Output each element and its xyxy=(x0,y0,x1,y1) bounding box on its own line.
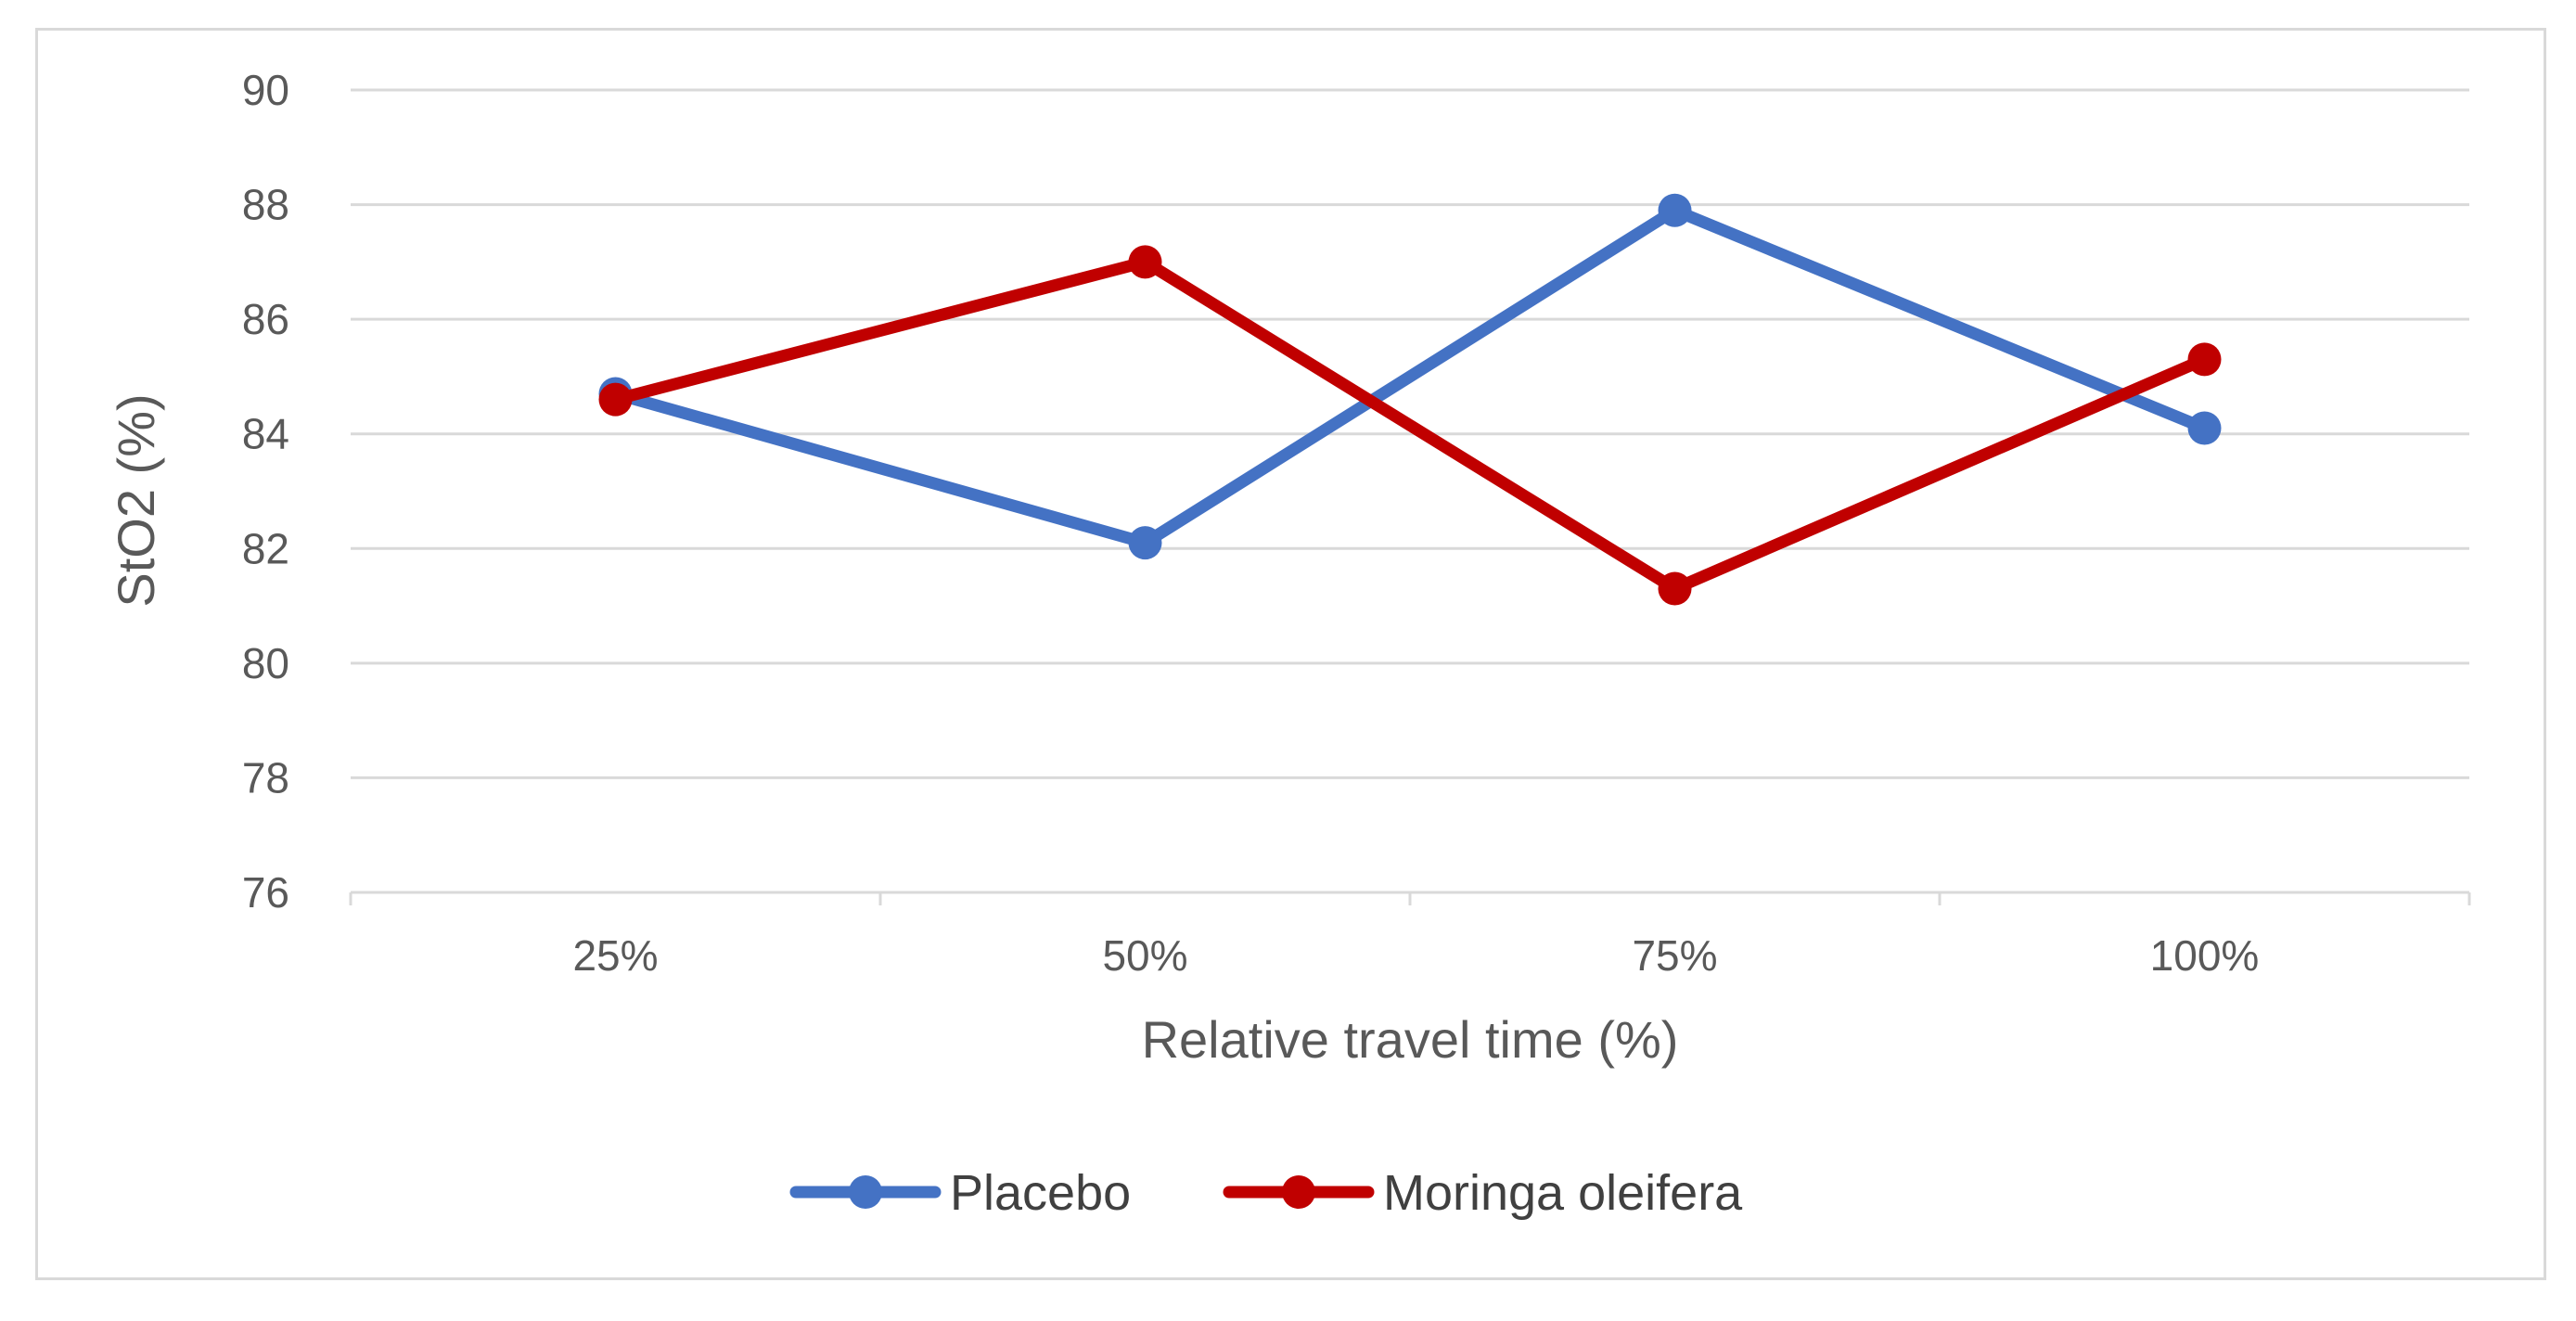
data-point xyxy=(1128,526,1162,560)
data-point xyxy=(2187,342,2222,377)
data-point xyxy=(598,382,633,417)
x-tick-label: 75% xyxy=(1632,931,1717,980)
legend-item: Placebo xyxy=(789,1165,1131,1221)
legend: Placebo Moringa oleifera xyxy=(789,1165,1743,1221)
y-tick-label: 82 xyxy=(242,524,289,572)
x-tick-labels: 25% 50% 75% 100% xyxy=(572,931,2259,980)
x-tick-label: 25% xyxy=(572,931,658,980)
y-tick-label: 80 xyxy=(242,639,289,687)
y-axis-title: StO2 (%) xyxy=(107,393,165,607)
data-point xyxy=(1658,571,1692,606)
x-tick-label: 50% xyxy=(1102,931,1187,980)
legend-swatch-marker xyxy=(849,1175,882,1209)
data-point xyxy=(2187,411,2222,445)
legend-label: Placebo xyxy=(950,1165,1131,1221)
x-tick-label: 100% xyxy=(2150,931,2260,980)
data-point xyxy=(1658,193,1692,227)
y-tick-label: 78 xyxy=(242,753,289,802)
y-tick-label: 84 xyxy=(242,410,289,458)
chart-frame xyxy=(35,28,2546,1280)
y-axis: 76 78 80 82 84 86 88 90 xyxy=(242,66,289,917)
series xyxy=(598,193,2222,606)
series-line xyxy=(609,204,2211,549)
x-axis xyxy=(349,891,2471,905)
legend-label: Moringa oleifera xyxy=(1383,1165,1743,1221)
gridlines xyxy=(351,88,2469,779)
series-line xyxy=(609,255,2211,596)
legend-swatch-marker xyxy=(1282,1175,1315,1209)
x-axis-title: Relative travel time (%) xyxy=(1142,1010,1679,1069)
y-tick-label: 76 xyxy=(242,868,289,917)
y-tick-label: 90 xyxy=(242,66,289,114)
y-tick-label: 86 xyxy=(242,295,289,343)
series-1 xyxy=(598,193,2222,560)
data-point xyxy=(1128,245,1162,279)
y-tick-label: 88 xyxy=(242,181,289,229)
series-2 xyxy=(598,245,2222,606)
legend-item: Moringa oleifera xyxy=(1223,1165,1743,1221)
